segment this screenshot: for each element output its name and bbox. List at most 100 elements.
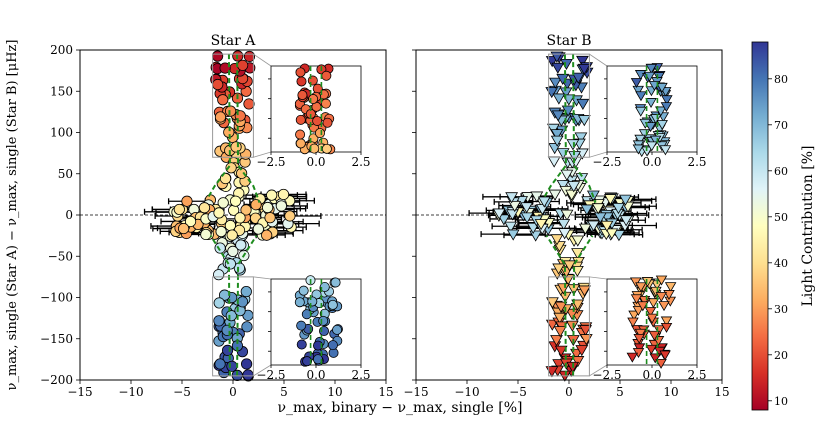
inset-data-point — [319, 281, 330, 292]
inset-data-point — [295, 114, 306, 125]
inset-data-point — [626, 352, 639, 363]
data-point — [550, 335, 563, 347]
inset-data-point — [644, 307, 657, 318]
inset-data-point — [637, 301, 649, 312]
colorbar-tick-label: 10 — [774, 395, 788, 408]
data-point — [217, 197, 229, 209]
inset-data-point — [660, 102, 673, 113]
zoom-connector — [589, 53, 608, 67]
x-tick-label: 10 — [327, 385, 342, 399]
data-point — [241, 358, 253, 370]
inset-data-point — [649, 353, 661, 364]
data-point — [277, 188, 290, 201]
x-tick-label: −5 — [173, 385, 191, 399]
data-point — [556, 180, 570, 192]
data-point — [252, 223, 264, 235]
data-point — [221, 324, 233, 336]
data-point — [552, 263, 566, 275]
data-point — [261, 229, 273, 241]
data-point — [237, 59, 249, 71]
inset-data-point — [332, 324, 343, 335]
data-point — [580, 204, 594, 216]
inset-data-point — [664, 282, 677, 293]
data-point — [565, 308, 579, 320]
x-tick-label: −10 — [454, 385, 479, 399]
y-tick-label: 50 — [58, 167, 73, 181]
data-point — [587, 220, 600, 232]
data-point — [504, 221, 518, 233]
panel-title-star-a: Star A — [211, 33, 257, 49]
zoom-connector — [253, 53, 272, 67]
data-point — [200, 228, 212, 241]
y-tick-label: −50 — [48, 249, 73, 263]
inset-x-tick-label: 2.5 — [687, 368, 706, 382]
data-point — [558, 228, 572, 240]
data-point — [529, 230, 543, 242]
inset-data-point — [294, 297, 305, 308]
inset-data-point — [632, 144, 645, 155]
inset-data-point — [645, 98, 657, 108]
trend-line — [206, 54, 231, 199]
colorbar-tick-label: 80 — [774, 73, 788, 86]
data-point — [593, 212, 607, 224]
trend-line — [236, 54, 261, 203]
data-point — [184, 215, 197, 228]
data-point — [571, 356, 585, 368]
inset-data-point — [297, 90, 308, 101]
panel-star-b: Star B −15 −10 −5 0 5 10 15 −2.5 0.0 2.5 −2.5 0.0 2… — [403, 33, 729, 399]
data-point — [550, 129, 564, 141]
data-point — [240, 285, 252, 298]
data-point — [266, 189, 278, 201]
inset-data-point — [296, 320, 307, 331]
inset-data-point — [627, 317, 639, 328]
data-point — [213, 297, 225, 309]
inset-data-point — [307, 296, 318, 307]
data-point — [214, 358, 226, 370]
data-point — [178, 222, 190, 235]
zoom-connector — [589, 151, 608, 158]
data-point — [560, 209, 574, 221]
inset-data-point — [655, 292, 668, 303]
data-point — [548, 189, 562, 201]
inset-data-point — [309, 143, 320, 154]
inset-data-point — [655, 275, 668, 286]
inset-data-point — [645, 63, 658, 74]
inset-data-point — [327, 299, 338, 310]
data-point — [612, 230, 626, 242]
inset-x-tick-label: 0.0 — [306, 155, 325, 169]
zoom-connector — [253, 151, 272, 158]
data-point — [236, 296, 249, 308]
x-tick-label: 10 — [663, 385, 678, 399]
trend-line — [572, 54, 597, 203]
data-point — [563, 260, 576, 272]
colorbar-ticks: 10 20 30 40 50 60 70 80 — [768, 73, 788, 408]
colorbar-tick-label: 60 — [774, 165, 788, 178]
data-point — [578, 223, 592, 235]
data-point — [546, 123, 560, 135]
data-point — [213, 207, 225, 219]
inset-data-point — [634, 106, 647, 117]
data-point — [226, 229, 238, 241]
data-point — [534, 219, 548, 231]
x-tick-label: 15 — [714, 385, 729, 399]
inset-data-point — [633, 333, 645, 344]
y-tick-label: 150 — [50, 84, 73, 98]
zoom-connector — [589, 364, 608, 377]
data-point — [229, 195, 242, 207]
data-point — [508, 200, 522, 213]
data-point — [225, 162, 237, 174]
inset-data-point — [646, 313, 658, 324]
inset-data-point — [628, 310, 640, 321]
data-point — [230, 141, 242, 153]
data-point — [550, 234, 564, 246]
data-point — [240, 204, 252, 216]
colorbar: 10 20 30 40 50 60 70 80 Light Contribution [%] — [751, 41, 816, 411]
inset-data-point — [302, 356, 313, 367]
zoom-connector — [253, 364, 272, 377]
inset-data-point — [301, 309, 312, 320]
data-point — [619, 215, 633, 227]
panel-b-axes: −15 −10 −5 0 5 10 15 — [403, 49, 730, 399]
data-point — [576, 55, 589, 68]
data-point — [567, 181, 581, 193]
